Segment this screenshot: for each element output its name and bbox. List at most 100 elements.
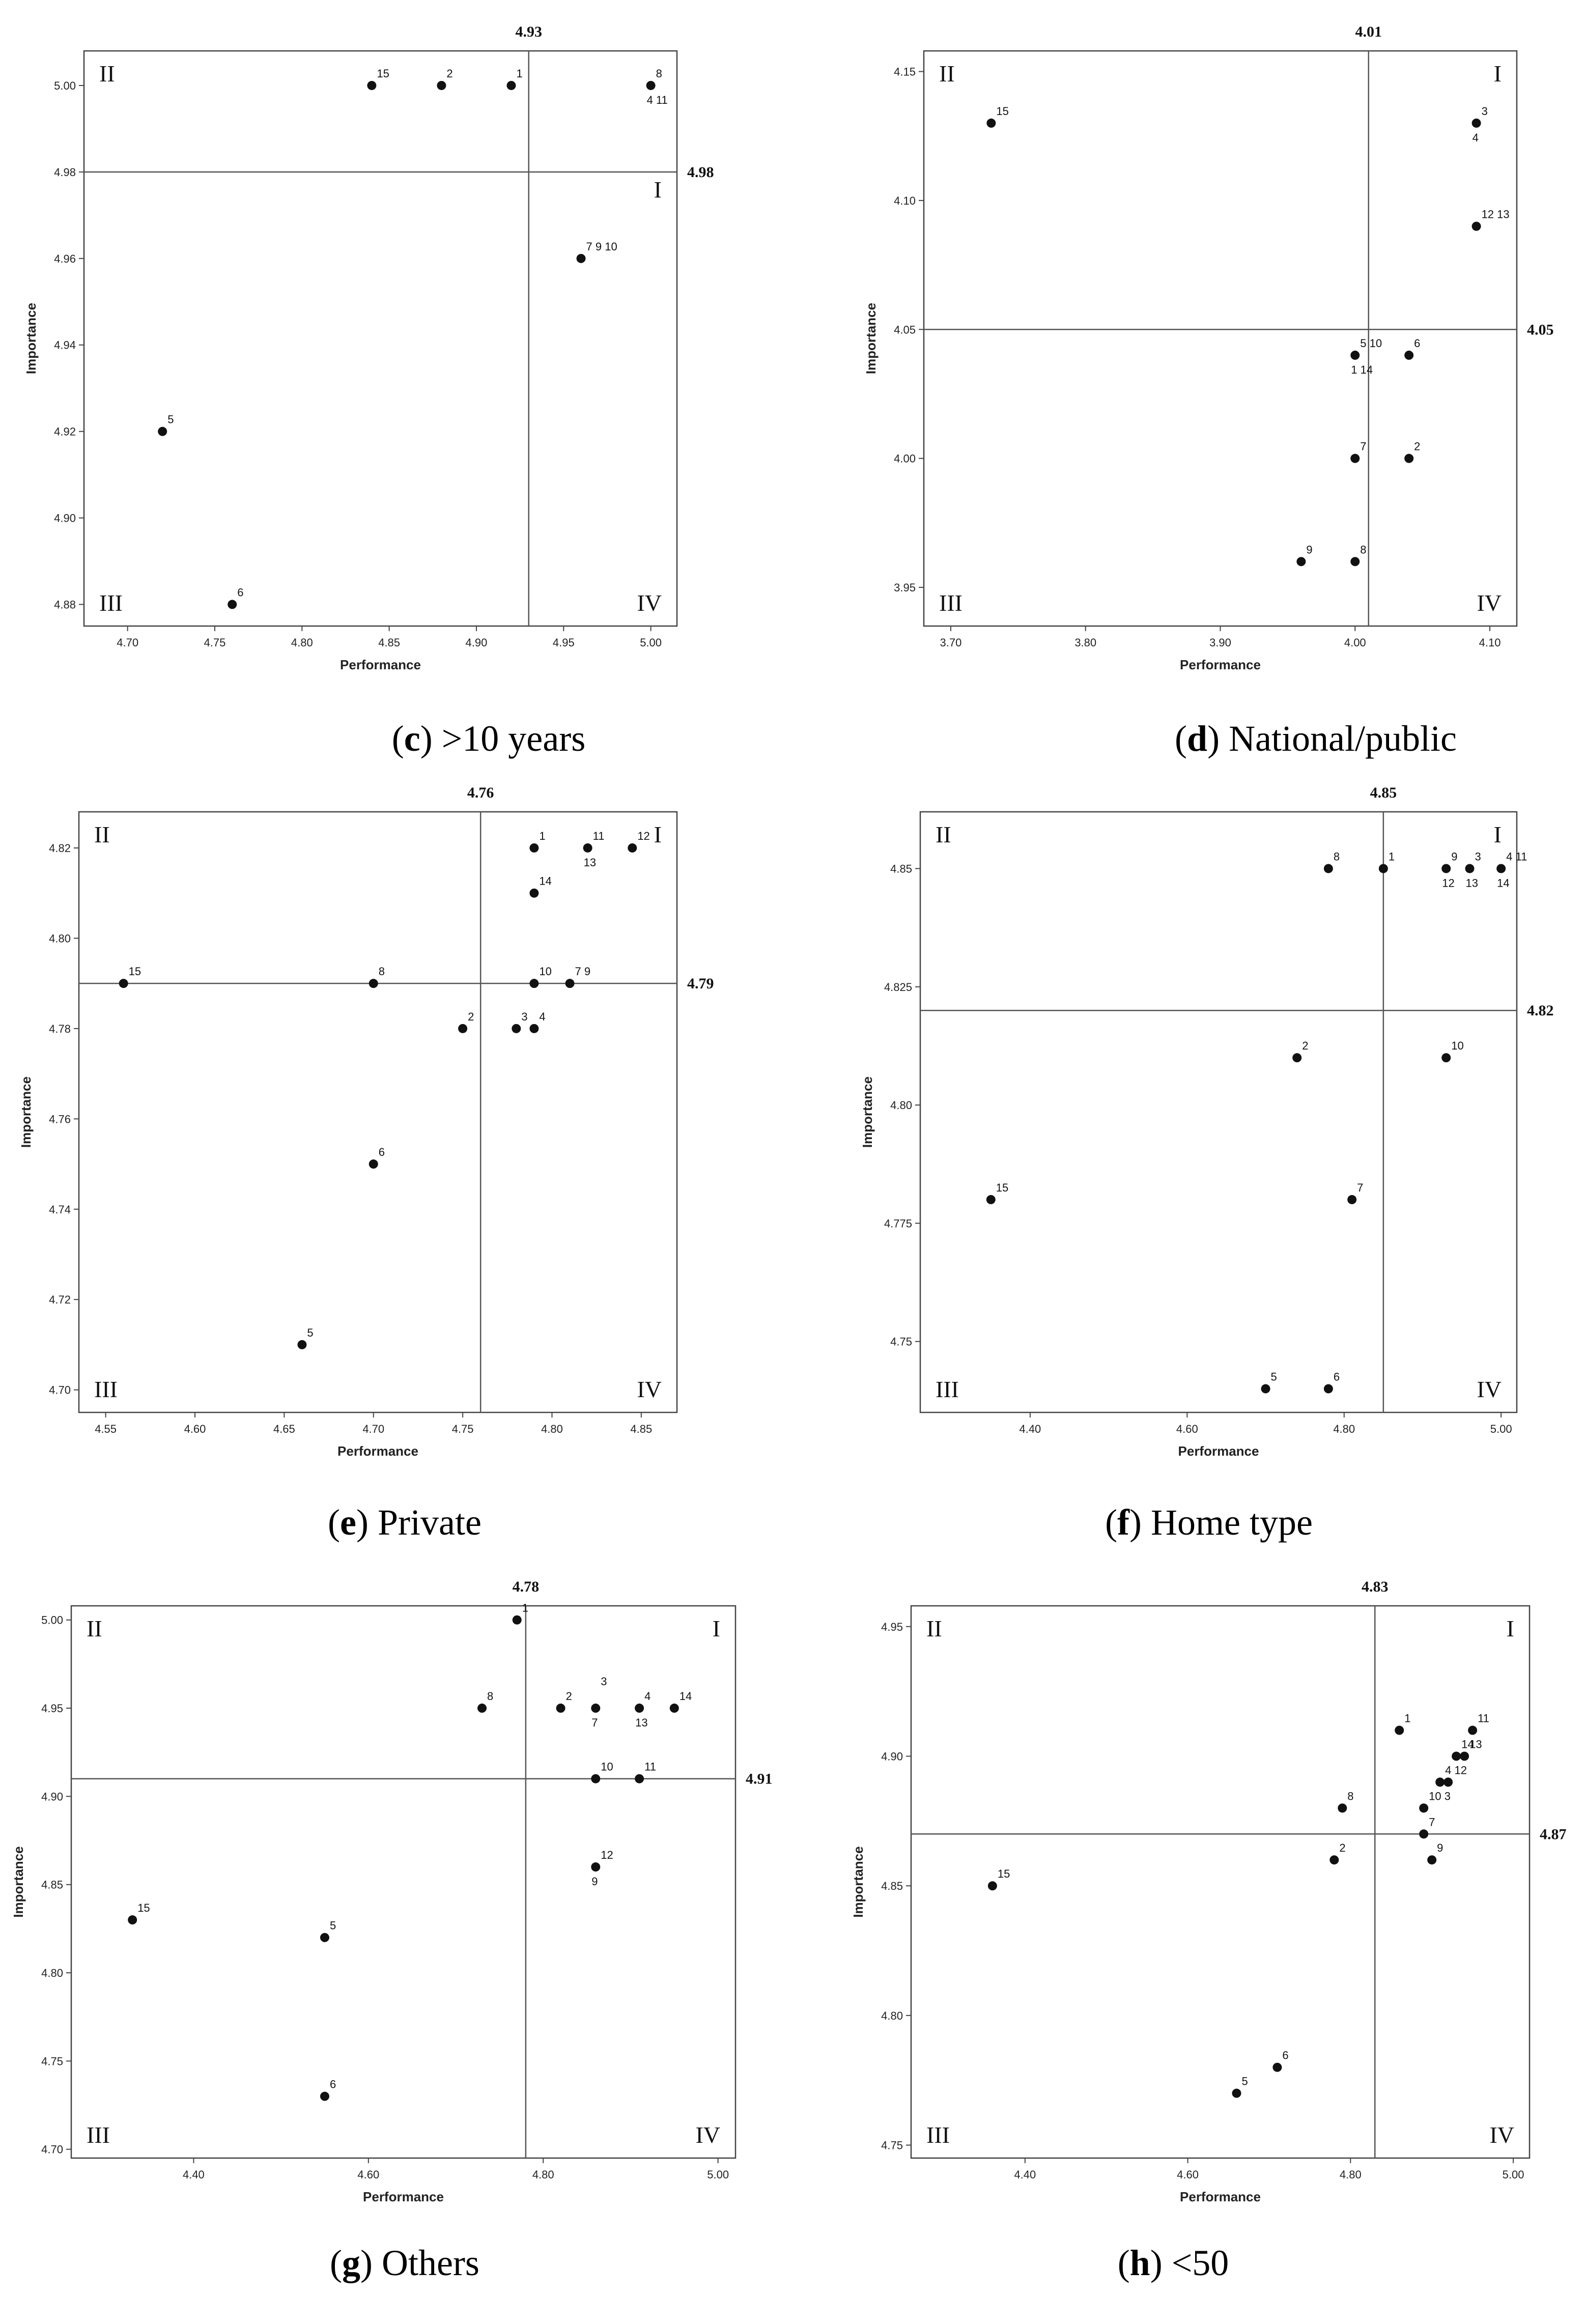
caption-letter: d — [1187, 718, 1207, 759]
point-label: 1 — [539, 830, 545, 842]
x-tick-label: 4.75 — [452, 1423, 474, 1435]
caption-paren-close: ) — [360, 2243, 373, 2283]
point-label-secondary: 4 11 — [647, 94, 668, 106]
y-tick-label: 4.825 — [884, 981, 912, 994]
quadrant-iii-label: III — [87, 2122, 110, 2148]
x-axis-title: Performance — [337, 1443, 418, 1459]
y-tick-label: 3.95 — [894, 581, 916, 594]
data-point — [1468, 1725, 1478, 1735]
point-label: 8 — [656, 67, 662, 80]
point-label: 3 — [1475, 850, 1481, 863]
point-label: 3 — [1482, 105, 1488, 118]
data-point — [1292, 1053, 1302, 1063]
panel-caption: (e) Private — [328, 1502, 482, 1543]
quadrant-i-label: I — [713, 1616, 720, 1641]
data-point — [1329, 1855, 1339, 1865]
quadrant-iii-label: III — [926, 2122, 950, 2148]
point-label: 9 — [1306, 543, 1312, 556]
data-point — [367, 80, 377, 90]
y-tick-label: 4.75 — [41, 2055, 63, 2067]
data-point — [1232, 2088, 1241, 2098]
y-tick-label: 4.82 — [49, 842, 71, 855]
y-tick-label: 4.94 — [54, 339, 76, 352]
data-point — [591, 1704, 601, 1713]
y-tick-label: 4.88 — [54, 599, 76, 611]
x-axis-title: Performance — [1178, 1443, 1259, 1459]
point-label: 7 9 — [575, 965, 591, 978]
plot-frame — [70, 1605, 737, 2159]
data-point — [1404, 350, 1414, 360]
point-label: 8 — [379, 965, 385, 978]
x-axis-title: Performance — [340, 657, 421, 672]
y-tick-label: 4.10 — [894, 194, 916, 207]
point-label: 10 — [1451, 1039, 1463, 1052]
importance-mean-label: 4.82 — [1527, 1002, 1554, 1019]
point-label: 1 — [1404, 1712, 1410, 1725]
performance-mean-label: 4.01 — [1355, 23, 1382, 40]
point-label: 2 — [468, 1010, 474, 1023]
data-point — [369, 1159, 378, 1169]
data-point — [1261, 1384, 1270, 1394]
data-point — [437, 80, 446, 90]
x-axis-title: Performance — [1180, 2189, 1261, 2204]
panel-caption: (g) Others — [330, 2243, 479, 2283]
quadrant-i-label: I — [1507, 1616, 1514, 1641]
y-axis-title: Importance — [860, 1076, 875, 1148]
data-point — [1465, 864, 1475, 873]
data-point — [591, 1862, 601, 1872]
caption-text: Private — [369, 1502, 482, 1543]
ipa-panel-h: 4.40 4.60 4.80 5.00 4.75 4.80 4.85 4.90 4.95 Perf… — [851, 1578, 1567, 2283]
point-label-secondary: 9 — [591, 1875, 598, 1888]
quadrant-iv-label: IV — [695, 2122, 720, 2148]
y-axis-title: Importance — [851, 1846, 866, 1917]
x-tick-label: 4.40 — [1014, 2168, 1036, 2181]
point-label: 15 — [998, 1867, 1010, 1880]
importance-mean-label: 4.79 — [687, 975, 714, 992]
x-tick-label: 4.95 — [553, 636, 575, 649]
point-label: 10 3 — [1429, 1790, 1451, 1802]
y-tick-label: 4.80 — [41, 1967, 63, 1979]
importance-mean-label: 4.98 — [687, 164, 714, 181]
data-point — [635, 1774, 644, 1783]
data-point — [1441, 1053, 1451, 1063]
point-label: 4 — [539, 1010, 545, 1023]
caption-letter: c — [404, 718, 420, 759]
plot-frame — [923, 50, 1518, 627]
point-label: 15 — [996, 1181, 1008, 1194]
point-label: 8 — [1347, 1790, 1353, 1802]
point-label: 5 — [330, 1919, 336, 1932]
y-tick-label: 4.15 — [894, 66, 916, 78]
x-tick-label: 4.60 — [357, 2168, 379, 2181]
y-axis-title: Importance — [11, 1846, 26, 1917]
point-label-secondary: 12 — [1442, 876, 1454, 889]
y-tick-label: 4.75 — [881, 2139, 903, 2152]
data-point — [228, 600, 237, 609]
point-label: 3 — [521, 1010, 527, 1023]
quadrant-ii-label: II — [94, 821, 110, 847]
data-point — [1419, 1803, 1429, 1813]
x-tick-label: 4.80 — [1340, 2168, 1362, 2181]
point-label: 4 11 — [1506, 850, 1527, 863]
ipa-panel-f: 4.40 4.60 4.80 5.004.754.7754.804.8254.85Pe… — [860, 784, 1554, 1543]
y-tick-label: 4.80 — [881, 2009, 903, 2022]
quadrant-ii-label: II — [939, 61, 955, 87]
quadrant-i-label: I — [1494, 61, 1502, 87]
quadrant-i-label: I — [654, 821, 662, 847]
y-tick-label: 4.75 — [890, 1336, 912, 1348]
performance-mean-label: 4.76 — [467, 784, 494, 801]
ipa-panel-c: 4.70 4.75 4.80 4.85 4.90 4.95 5.00 4.88 4.90 4.92… — [23, 23, 714, 759]
data-point — [529, 888, 539, 898]
caption-paren-open: ( — [1118, 2243, 1130, 2283]
x-tick-label: 3.70 — [940, 636, 962, 649]
data-point — [576, 253, 586, 263]
y-tick-label: 4.90 — [41, 1790, 63, 1803]
y-tick-label: 4.76 — [49, 1113, 71, 1125]
data-point — [1350, 557, 1360, 566]
point-label: 14 — [539, 875, 551, 888]
quadrant-ii-label: II — [926, 1616, 942, 1641]
point-label: 3 — [601, 1675, 607, 1688]
data-point — [1471, 118, 1481, 128]
caption-paren-close: ) — [356, 1502, 369, 1543]
data-point — [320, 2091, 329, 2101]
